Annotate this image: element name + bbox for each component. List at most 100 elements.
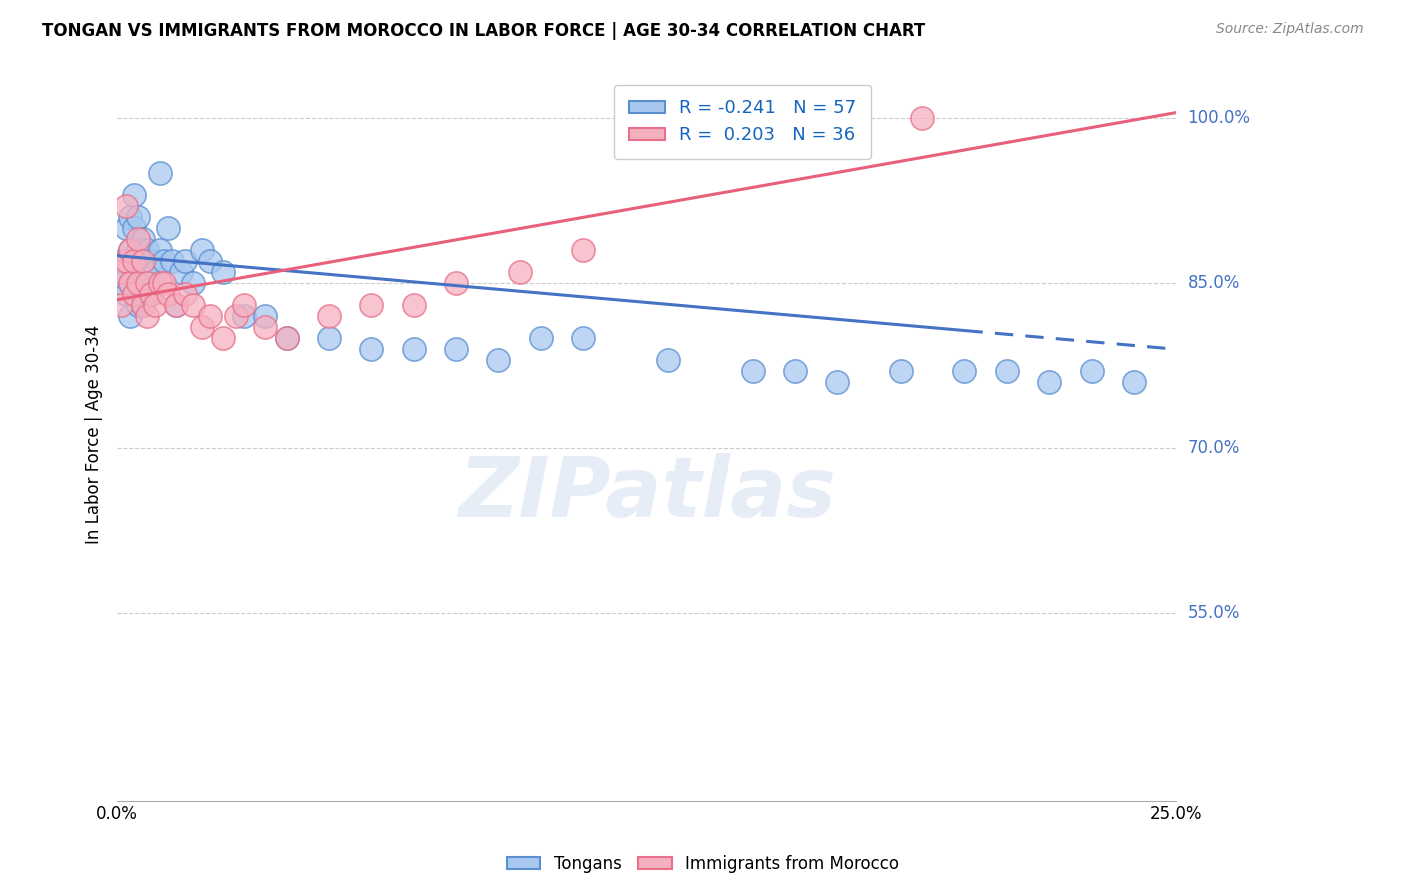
Text: ZIPatlas: ZIPatlas: [458, 452, 835, 533]
Point: [148, 276, 170, 290]
Point: [783, 364, 806, 378]
Point: [509, 265, 531, 279]
Text: 55.0%: 55.0%: [1188, 605, 1240, 623]
Point: [233, 310, 256, 324]
Point: [135, 276, 157, 290]
Point: [162, 254, 184, 268]
Point: [127, 210, 149, 224]
Point: [118, 243, 141, 257]
Point: [122, 221, 145, 235]
Point: [110, 254, 132, 268]
Point: [114, 254, 136, 268]
Point: [135, 243, 157, 257]
Point: [118, 276, 141, 290]
Y-axis label: In Labor Force | Age 30-34: In Labor Force | Age 30-34: [86, 325, 103, 544]
Point: [890, 364, 912, 378]
Point: [148, 166, 170, 180]
Point: [122, 287, 145, 301]
Point: [118, 210, 141, 224]
Point: [444, 276, 467, 290]
Point: [174, 254, 197, 268]
Text: 70.0%: 70.0%: [1188, 440, 1240, 458]
Point: [995, 364, 1018, 378]
Point: [233, 298, 256, 312]
Text: TONGAN VS IMMIGRANTS FROM MOROCCO IN LABOR FORCE | AGE 30-34 CORRELATION CHART: TONGAN VS IMMIGRANTS FROM MOROCCO IN LAB…: [42, 22, 925, 40]
Point: [143, 265, 166, 279]
Point: [174, 287, 197, 301]
Point: [1122, 376, 1144, 390]
Point: [127, 232, 149, 246]
Point: [488, 353, 510, 368]
Point: [135, 310, 157, 324]
Point: [110, 265, 132, 279]
Point: [118, 276, 141, 290]
Point: [191, 243, 214, 257]
Point: [118, 243, 141, 257]
Point: [254, 310, 277, 324]
Point: [127, 276, 149, 290]
Point: [572, 243, 595, 257]
Point: [127, 243, 149, 257]
Point: [114, 221, 136, 235]
Point: [360, 298, 382, 312]
Point: [318, 310, 340, 324]
Point: [152, 254, 174, 268]
Point: [827, 376, 849, 390]
Point: [741, 364, 763, 378]
Point: [953, 364, 976, 378]
Text: 100.0%: 100.0%: [1188, 109, 1250, 127]
Point: [152, 276, 174, 290]
Point: [135, 265, 157, 279]
Point: [139, 287, 162, 301]
Point: [318, 331, 340, 345]
Point: [276, 331, 298, 345]
Point: [657, 353, 679, 368]
Point: [360, 343, 382, 357]
Point: [170, 265, 193, 279]
Text: 85.0%: 85.0%: [1188, 274, 1240, 293]
Point: [110, 298, 132, 312]
Text: Source: ZipAtlas.com: Source: ZipAtlas.com: [1216, 22, 1364, 37]
Point: [131, 298, 153, 312]
Point: [212, 331, 235, 345]
Point: [110, 276, 132, 290]
Point: [139, 254, 162, 268]
Point: [139, 287, 162, 301]
Point: [183, 276, 205, 290]
Point: [148, 243, 170, 257]
Point: [225, 310, 247, 324]
Point: [200, 254, 222, 268]
Point: [131, 265, 153, 279]
Point: [191, 320, 214, 334]
Point: [143, 298, 166, 312]
Point: [402, 298, 425, 312]
Point: [157, 287, 180, 301]
Point: [530, 331, 553, 345]
Point: [200, 310, 222, 324]
Point: [157, 221, 180, 235]
Point: [122, 254, 145, 268]
Point: [122, 254, 145, 268]
Point: [1080, 364, 1102, 378]
Point: [212, 265, 235, 279]
Point: [166, 298, 188, 312]
Point: [114, 254, 136, 268]
Point: [911, 111, 934, 125]
Point: [276, 331, 298, 345]
Point: [114, 287, 136, 301]
Point: [444, 343, 467, 357]
Legend: R = -0.241   N = 57, R =  0.203   N = 36: R = -0.241 N = 57, R = 0.203 N = 36: [614, 85, 870, 159]
Point: [127, 276, 149, 290]
Point: [254, 320, 277, 334]
Point: [122, 287, 145, 301]
Point: [127, 298, 149, 312]
Point: [166, 298, 188, 312]
Point: [118, 310, 141, 324]
Legend: Tongans, Immigrants from Morocco: Tongans, Immigrants from Morocco: [501, 848, 905, 880]
Point: [402, 343, 425, 357]
Point: [183, 298, 205, 312]
Point: [122, 188, 145, 202]
Point: [1038, 376, 1060, 390]
Point: [131, 232, 153, 246]
Point: [131, 254, 153, 268]
